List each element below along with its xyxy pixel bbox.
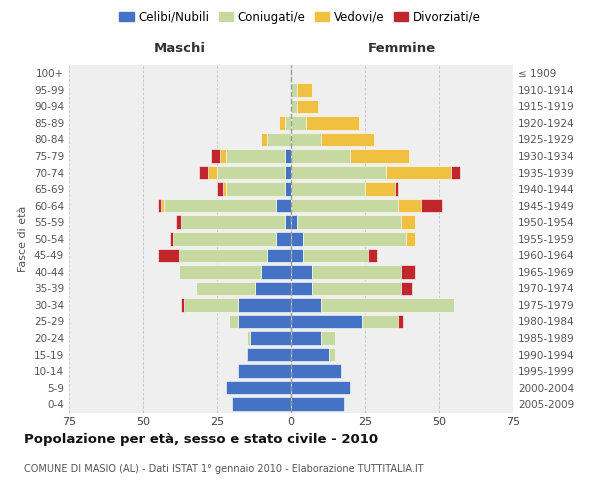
Bar (401, 216, 415, 229)
Bar (398, 314, 403, 328)
Bar (365, 182, 395, 196)
Bar (350, 149, 409, 163)
Bar (262, 265, 291, 278)
Bar (297, 100, 317, 113)
Bar (297, 83, 312, 96)
Bar (320, 132, 374, 146)
Bar (291, 132, 320, 146)
Bar (398, 199, 421, 212)
Bar (291, 298, 320, 312)
Bar (291, 199, 398, 212)
Text: Femmine: Femmine (368, 42, 436, 55)
Bar (276, 199, 291, 212)
Bar (303, 248, 368, 262)
Bar (211, 149, 220, 163)
Bar (285, 149, 291, 163)
Bar (320, 298, 454, 312)
Text: COMUNE DI MASIO (AL) - Dati ISTAT 1° gennaio 2010 - Elaborazione TUTTITALIA.IT: COMUNE DI MASIO (AL) - Dati ISTAT 1° gen… (24, 464, 424, 474)
Bar (291, 232, 303, 245)
Bar (291, 398, 344, 411)
Bar (285, 182, 291, 196)
Bar (285, 116, 291, 130)
Bar (247, 348, 291, 362)
Bar (401, 265, 415, 278)
Bar (291, 149, 350, 163)
Bar (262, 132, 268, 146)
Bar (181, 298, 184, 312)
Bar (368, 248, 377, 262)
Bar (226, 149, 285, 163)
Bar (291, 83, 297, 96)
Text: Maschi: Maschi (154, 42, 206, 55)
Bar (291, 314, 362, 328)
Bar (181, 216, 285, 229)
Bar (303, 232, 406, 245)
Bar (179, 265, 262, 278)
Bar (279, 116, 285, 130)
Bar (238, 314, 291, 328)
Bar (291, 116, 306, 130)
Bar (226, 381, 291, 394)
Bar (232, 398, 291, 411)
Bar (291, 348, 329, 362)
Bar (285, 166, 291, 179)
Bar (220, 149, 226, 163)
Bar (161, 199, 164, 212)
Bar (291, 216, 297, 229)
Bar (451, 166, 460, 179)
Bar (285, 216, 291, 229)
Bar (291, 100, 297, 113)
Bar (291, 166, 386, 179)
Bar (208, 166, 217, 179)
Bar (291, 381, 350, 394)
Bar (250, 332, 291, 345)
Bar (297, 216, 401, 229)
Bar (291, 364, 341, 378)
Bar (247, 332, 250, 345)
Bar (312, 265, 401, 278)
Bar (276, 232, 291, 245)
Bar (291, 182, 365, 196)
Bar (164, 199, 276, 212)
Bar (320, 332, 335, 345)
Bar (256, 282, 291, 295)
Bar (173, 232, 276, 245)
Text: Popolazione per età, sesso e stato civile - 2010: Popolazione per età, sesso e stato civil… (24, 432, 378, 446)
Bar (184, 298, 238, 312)
Bar (238, 364, 291, 378)
Bar (395, 182, 398, 196)
Bar (179, 248, 268, 262)
Bar (229, 314, 238, 328)
Bar (170, 232, 173, 245)
Bar (291, 248, 303, 262)
Legend: Celibi/Nubili, Coniugati/e, Vedovi/e, Divorziati/e: Celibi/Nubili, Coniugati/e, Vedovi/e, Di… (115, 6, 485, 28)
Bar (362, 314, 398, 328)
Bar (199, 166, 208, 179)
Bar (238, 298, 291, 312)
Bar (158, 248, 179, 262)
Bar (268, 132, 291, 146)
Bar (291, 332, 320, 345)
Bar (312, 282, 401, 295)
Y-axis label: Fasce di età: Fasce di età (19, 206, 28, 272)
Bar (223, 182, 226, 196)
Bar (421, 199, 442, 212)
Bar (196, 282, 256, 295)
Bar (291, 282, 312, 295)
Bar (291, 265, 312, 278)
Bar (158, 199, 161, 212)
Bar (217, 166, 285, 179)
Bar (386, 166, 451, 179)
Bar (268, 248, 291, 262)
Bar (226, 182, 285, 196)
Bar (306, 116, 359, 130)
Bar (401, 282, 412, 295)
Bar (217, 182, 223, 196)
Bar (329, 348, 335, 362)
Bar (176, 216, 181, 229)
Bar (406, 232, 415, 245)
